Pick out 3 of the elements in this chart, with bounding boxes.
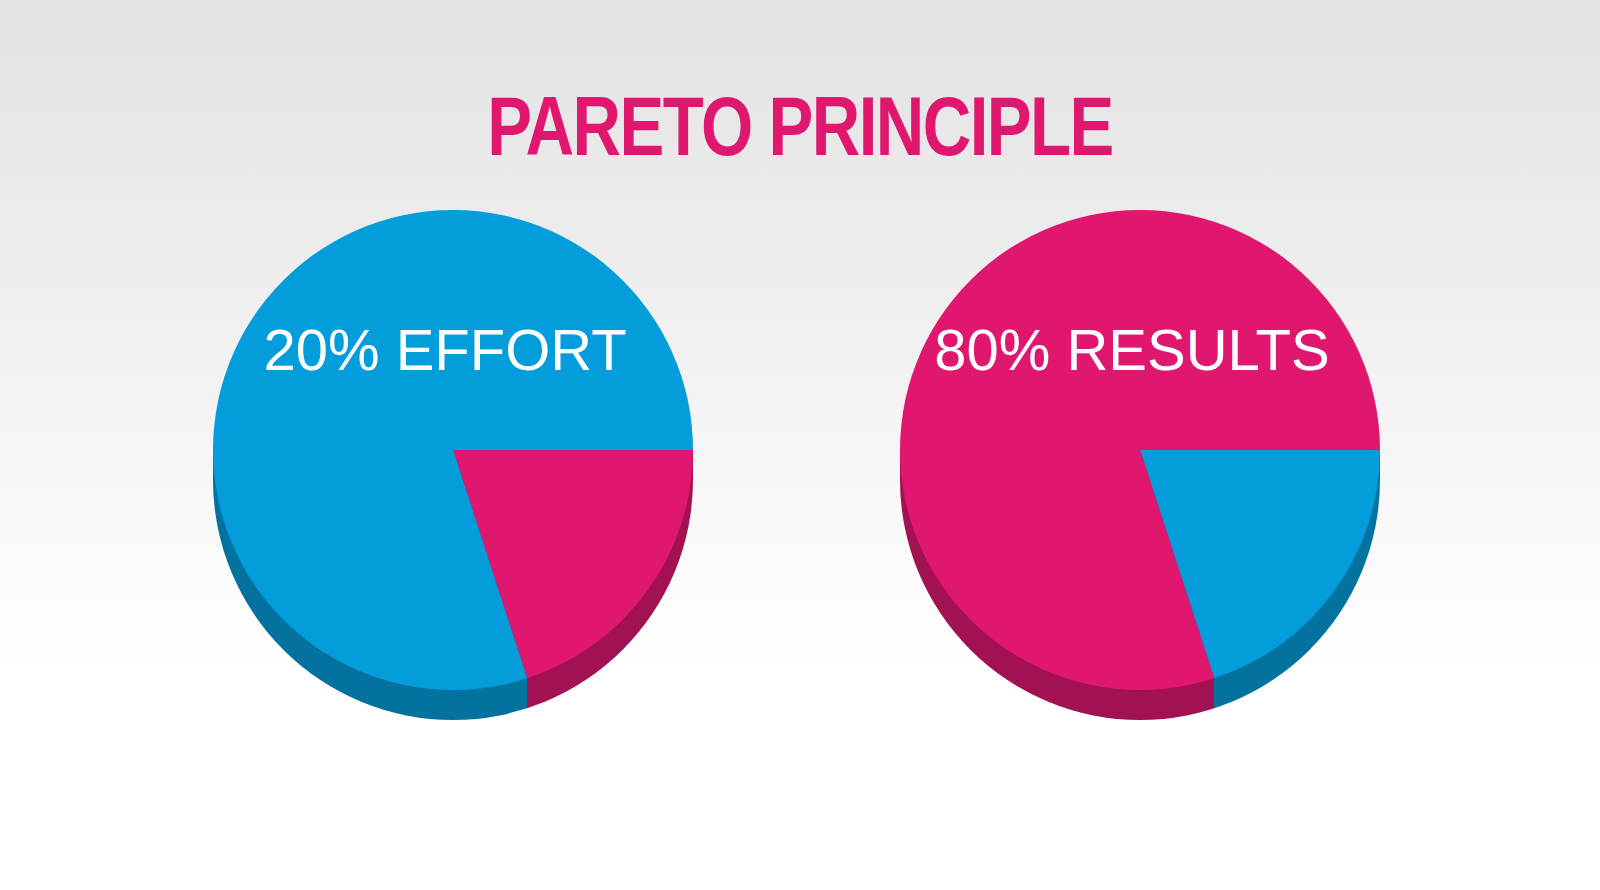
chart-title: PARETO PRINCIPLE	[486, 78, 1114, 175]
text: 20% EFFORT	[263, 317, 627, 382]
text: 80% RESULTS	[934, 317, 1330, 382]
